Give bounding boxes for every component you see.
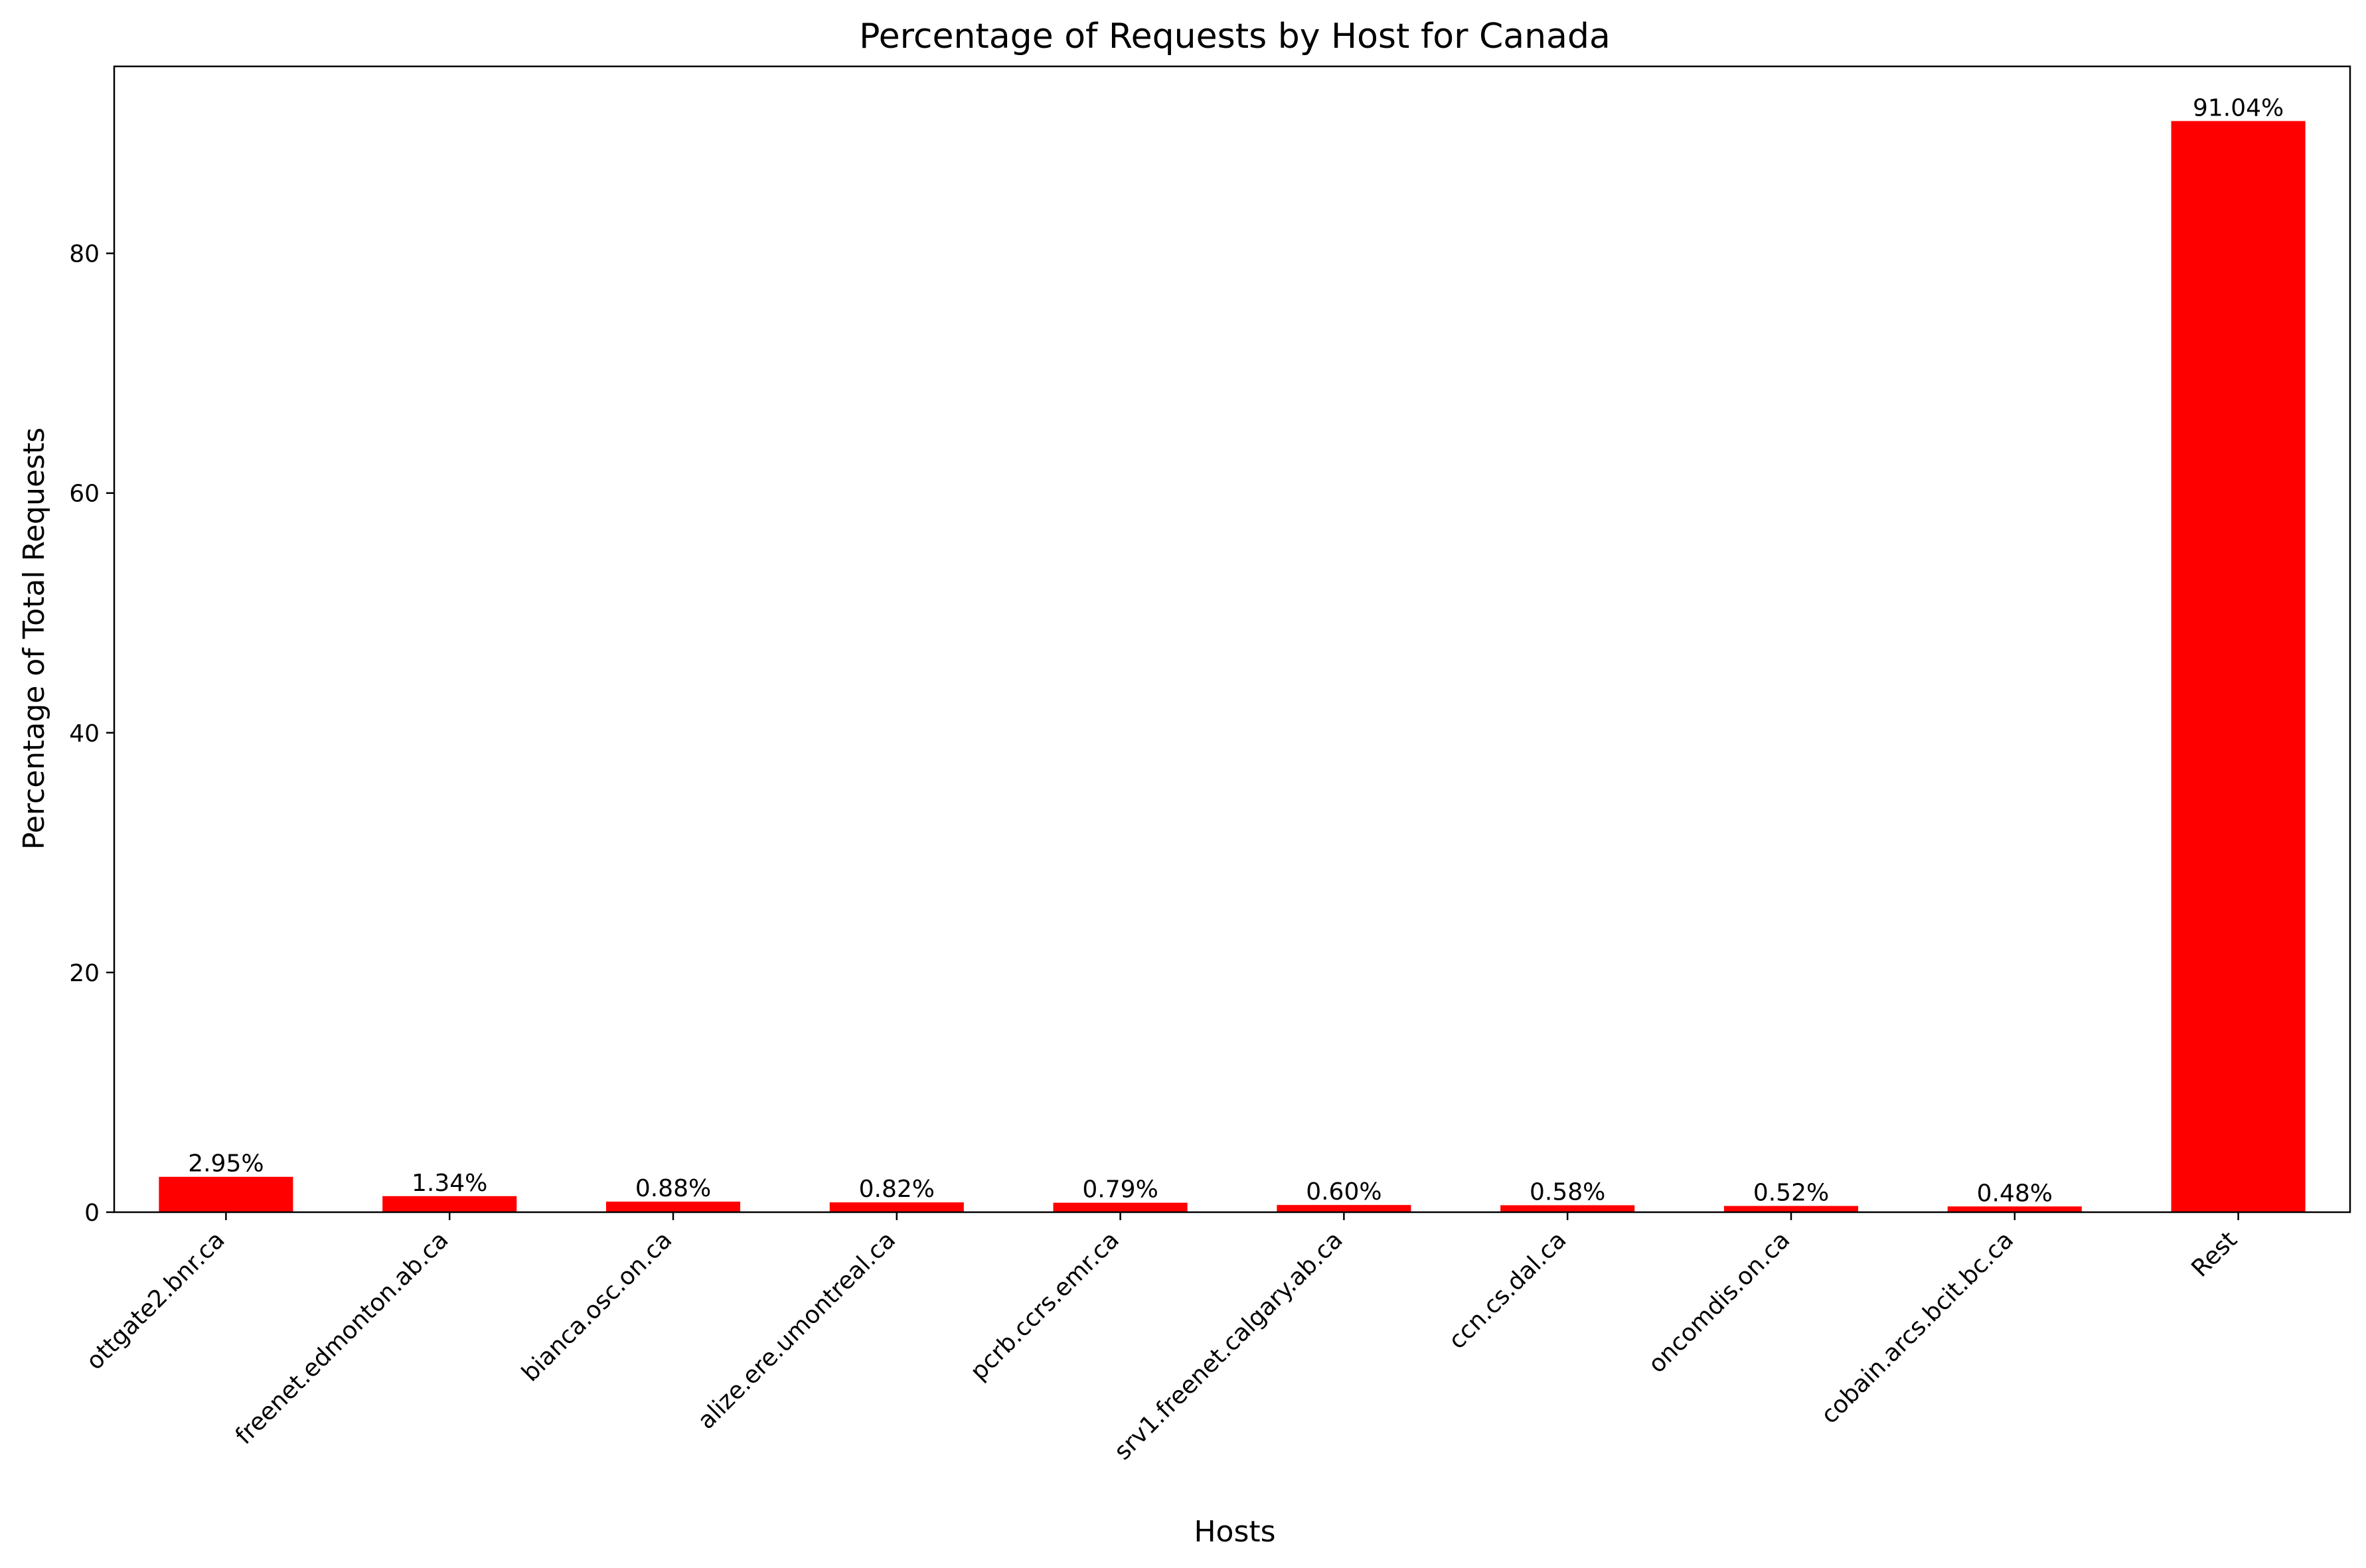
- bar: [605, 1202, 741, 1212]
- bar: [1947, 1206, 2082, 1212]
- bar-value-label: 0.82%: [859, 1176, 935, 1203]
- chart-title: Percentage of Requests by Host for Canad…: [859, 17, 1611, 56]
- bar-value-label: 2.95%: [188, 1150, 264, 1178]
- x-tick-label: alize.ere.umontreal.ca: [692, 1226, 901, 1435]
- y-tick-label: 80: [69, 241, 100, 268]
- x-tick-label: ottgate2.bnr.ca: [81, 1226, 230, 1375]
- bar-value-label: 0.52%: [1753, 1180, 1829, 1207]
- y-tick-label: 0: [84, 1200, 100, 1227]
- x-tick-label: Rest: [2187, 1226, 2243, 1282]
- x-tick-label: srv1.freenet.calgary.ab.ca: [1109, 1226, 1348, 1465]
- bar: [1277, 1205, 1411, 1212]
- bar: [382, 1196, 517, 1212]
- y-tick-label: 20: [69, 960, 100, 987]
- y-tick-label: 60: [69, 481, 100, 508]
- bar: [1723, 1206, 1859, 1212]
- plot-area: 2.95% 1.34% 0.88% 0.82% 0.79% 0.60% 0.58% 0.52%…: [69, 65, 2351, 1465]
- bar: [1053, 1202, 1188, 1212]
- bar: [159, 1176, 293, 1212]
- x-tick-label: ccn.cs.dal.ca: [1443, 1226, 1571, 1354]
- x-axis-label: Hosts: [1194, 1515, 1275, 1549]
- x-tick-label: cobain.arcs.bcit.bc.ca: [1816, 1226, 2019, 1429]
- x-tick-label: pcrb.ccrs.emr.ca: [965, 1226, 1125, 1385]
- bar-value-label: 0.48%: [1977, 1180, 2053, 1207]
- x-tick-label: freenet.edmonton.ab.ca: [230, 1226, 454, 1450]
- bar-value-label: 91.04%: [2193, 94, 2284, 121]
- bar-value-label: 1.34%: [412, 1170, 487, 1197]
- bar: [2171, 121, 2306, 1213]
- y-axis-label: Percentage of Total Requests: [17, 428, 51, 850]
- bar: [829, 1202, 964, 1212]
- x-tick-label: oncomdis.on.ca: [1643, 1226, 1795, 1378]
- bar-value-label: 0.88%: [635, 1175, 711, 1202]
- bar-value-label: 0.58%: [1530, 1179, 1605, 1206]
- bar-value-label: 0.79%: [1082, 1176, 1158, 1204]
- bar: [1500, 1205, 1635, 1212]
- plot-frame: [113, 65, 2351, 1214]
- x-tick-label: bianca.osc.on.ca: [516, 1226, 677, 1387]
- y-tick-label: 40: [69, 720, 100, 747]
- bar-value-label: 0.60%: [1306, 1178, 1381, 1206]
